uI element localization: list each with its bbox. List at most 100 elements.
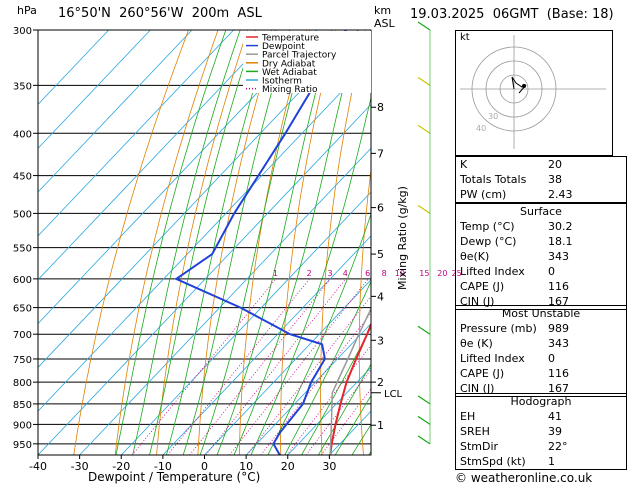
x-tick-label: -30 [71, 460, 89, 473]
isotherm-line [204, 279, 371, 455]
isotherm-line [38, 30, 359, 368]
x-tick-label: -40 [29, 460, 47, 473]
hpa-label: hPa [17, 4, 37, 17]
sreh-label: SREH [460, 425, 490, 438]
wet-adiabat-line [166, 30, 273, 455]
surface-dewp-row: Dewp (°C) 18.1 [456, 234, 626, 249]
wet-adiabat-line [267, 212, 371, 455]
k-index-label: K [460, 158, 468, 171]
mu-pressure-row: Pressure (mb) 989 [456, 321, 626, 336]
wet-adiabat-line [216, 30, 333, 455]
surface-temp-label: Temp (°C) [460, 220, 515, 233]
mu-pressure-label: Pressure (mb) [460, 322, 537, 335]
surface-li-row: Lifted Index 0 [456, 264, 626, 279]
lcl-label: LCL [384, 389, 403, 400]
mixing-ratio-line [260, 312, 371, 455]
mu-theta-row: θe (K) 343 [456, 336, 626, 351]
km-tick-label: 8 [377, 101, 384, 114]
wet-adiabat-line [149, 30, 256, 455]
pw-label: PW (cm) [460, 188, 507, 201]
mu-cape-row: CAPE (J) 116 [456, 366, 626, 381]
mixing-ratio-label: 6 [365, 269, 370, 278]
x-tick-label: 30 [322, 460, 336, 473]
legend-label: Dry Adiabat [262, 59, 316, 69]
wet-adiabat-line [301, 326, 371, 455]
mixing-ratio-label: 15 [419, 269, 429, 278]
km-tick-label: 1 [377, 419, 384, 432]
surface-theta-value: 343 [548, 250, 569, 263]
wet-adiabat-line [318, 363, 371, 455]
mu-li-value: 0 [548, 352, 555, 365]
sreh-value: 39 [548, 425, 562, 438]
x-tick-label: 0 [201, 460, 208, 473]
most-unstable-title: Most Unstable [501, 307, 581, 320]
pw-value: 2.43 [548, 188, 573, 201]
wind-barb-icon [417, 435, 431, 445]
wind-barb-icon [417, 124, 431, 134]
isotherm-line [120, 191, 371, 455]
eh-row: EH 41 [456, 409, 626, 424]
legend-label: Mixing Ratio [262, 85, 318, 95]
dry-adiabat-line [320, 30, 366, 455]
km-tick-label: 4 [377, 290, 384, 303]
surface-dewp-value: 18.1 [548, 235, 573, 248]
mixing-ratio-axis-title: Mixing Ratio (g/kg) [396, 186, 409, 290]
pressure-tick-label: 650 [13, 304, 32, 315]
isotherm-line [245, 322, 371, 455]
hodograph-kt-label: kt [460, 32, 470, 43]
eh-label: EH [460, 410, 476, 423]
mixing-ratio-line [167, 278, 310, 455]
mixing-ratio-line [305, 368, 371, 455]
mixing-ratio-line [246, 295, 371, 455]
surface-temp-row: Temp (°C) 30.2 [456, 219, 626, 234]
wet-adiabat-line [284, 280, 371, 455]
mu-cape-label: CAPE (J) [460, 367, 505, 380]
surface-li-value: 0 [548, 265, 555, 278]
isotherm-line [38, 30, 110, 106]
dry-adiabat-line [114, 30, 219, 455]
isotherm-line [38, 30, 193, 193]
x-tick-label: -10 [154, 460, 172, 473]
pressure-tick-label: 900 [13, 420, 32, 431]
x-tick-label: 20 [281, 460, 295, 473]
mixing-ratio-label: 1 [273, 269, 278, 278]
mixing-ratio-line [189, 278, 331, 455]
isotherm-line [38, 60, 371, 412]
legend-label: Wet Adiabat [262, 68, 317, 78]
surface-theta-label: θe(K) [460, 250, 490, 263]
pressure-tick-label: 350 [13, 81, 32, 92]
pressure-tick-label: 850 [13, 400, 32, 411]
series-temperature [329, 321, 371, 455]
mu-theta-label: θe (K) [460, 337, 493, 350]
stmspd-row: StmSpd (kt) 1 [456, 454, 626, 469]
isotherm-line [38, 103, 371, 455]
eh-value: 41 [548, 410, 562, 423]
surface-li-label: Lifted Index [460, 265, 525, 278]
mixing-ratio-label: 4 [343, 269, 348, 278]
k-index-row: K 20 [456, 157, 626, 172]
wet-adiabat-line [233, 30, 358, 455]
dry-adiabat-line [197, 30, 278, 455]
pressure-tick-label: 300 [13, 26, 32, 37]
pressure-tick-label: 500 [13, 209, 32, 220]
km-tick-label: 5 [377, 248, 384, 261]
wind-barb-icon [417, 415, 431, 425]
pressure-tick-label: 600 [13, 275, 32, 286]
km-label: km [374, 4, 392, 17]
datetime-label: 19.03.2025 06GMT (Base: 18) [410, 7, 614, 22]
mixing-ratio-label: 3 [327, 269, 332, 278]
surface-cin-label: CIN (J) [460, 295, 495, 308]
hodograph-table-title: Hodograph [510, 395, 572, 408]
mu-cin-value: 167 [548, 382, 569, 395]
mixing-ratio-label: 8 [382, 269, 387, 278]
totals-totals-label: Totals Totals [460, 173, 527, 186]
surface-dewp-label: Dewp (°C) [460, 235, 517, 248]
dry-adiabat-line [73, 30, 189, 455]
surface-title: Surface [520, 205, 562, 218]
hodograph-ring-label: 40 [476, 124, 486, 133]
wind-barb-icon [417, 76, 431, 86]
hodograph-table: Hodograph EH 41 SREH 39 StmDir 22° StmSpd (… [455, 393, 627, 470]
copyright-link[interactable]: © weatheronline.co.uk [455, 471, 593, 485]
wet-adiabat-line [250, 95, 371, 455]
hodograph-ring-label: 30 [488, 112, 498, 121]
